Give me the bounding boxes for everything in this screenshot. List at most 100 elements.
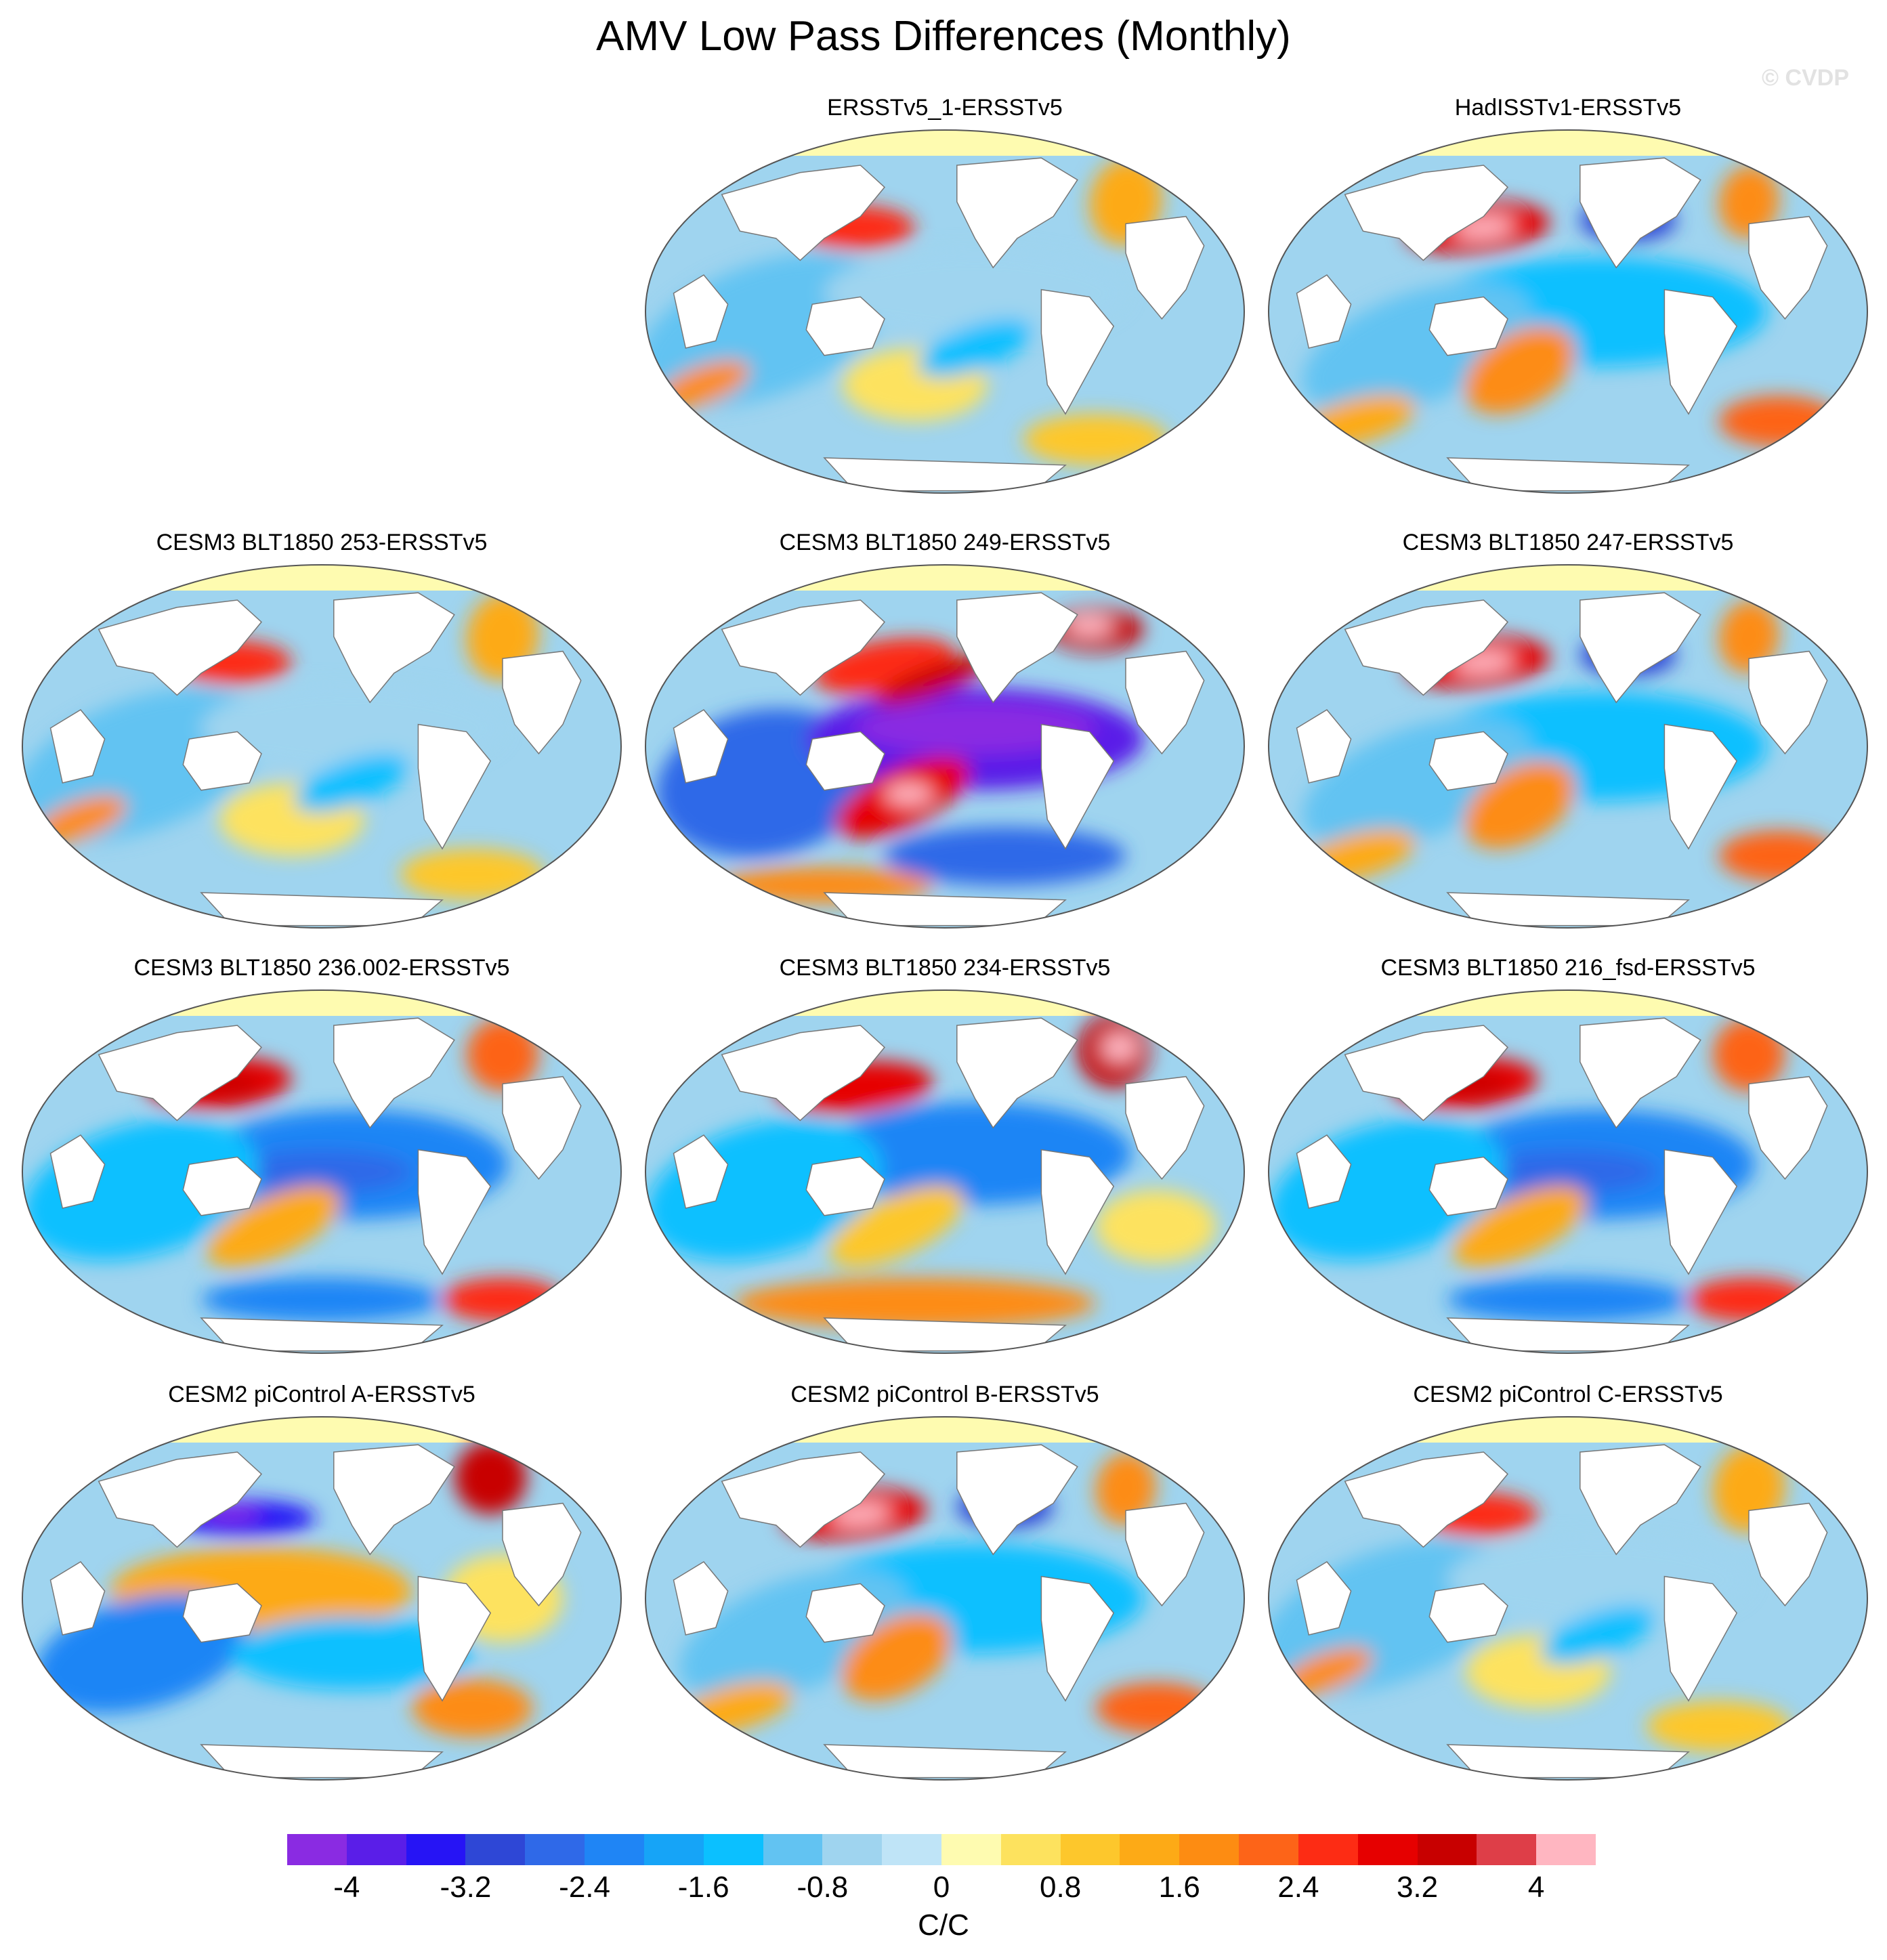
arctic-band [645,1417,1244,1443]
colorbar-swatch [822,1834,883,1865]
arctic-band [22,565,621,591]
map-panel: CESM2 piControl B-ERSSTv5 [637,1382,1253,1781]
land-mass [1663,723,1738,850]
panel-title: CESM2 piControl A-ERSSTv5 [168,1382,475,1407]
anomaly-region [734,1277,1096,1329]
land-mass [1344,599,1509,696]
land-mass [673,709,729,784]
land-mass [1579,592,1701,704]
robinson-map [1268,989,1868,1354]
anomaly-region [442,1277,563,1322]
arctic-band [645,990,1244,1016]
colorbar-swatch [1536,1834,1596,1865]
land-mass [1344,1025,1509,1122]
land-mass [1296,274,1352,349]
land-mass [333,1444,455,1556]
panel-title: HadISSTv1-ERSSTv5 [1454,95,1682,121]
land-mass [417,1575,492,1702]
arctic-band [1269,1417,1867,1443]
land-mass [49,709,106,784]
land-mass [673,274,729,349]
panel-title: CESM3 BLT1850 253-ERSSTv5 [156,530,488,555]
colorbar-swatch [1120,1834,1180,1865]
panel-title: CESM3 BLT1850 249-ERSSTv5 [779,530,1111,555]
land-mass [1428,296,1508,356]
anomaly-region [295,753,409,813]
map-border [22,1416,622,1781]
land-mass [1296,1561,1352,1636]
map-panel: CESM3 BLT1850 249-ERSSTv5 [637,530,1253,929]
land-mass [956,157,1078,269]
land-mass [502,1075,582,1180]
robinson-map [22,989,622,1354]
colorbar-tick-label: 2.4 [1277,1871,1319,1904]
panel-title: ERSSTv5_1-ERSSTv5 [827,95,1063,121]
colorbar-tick-label: 4 [1527,1871,1545,1904]
colorbar-swatch [525,1834,585,1865]
arctic-band [645,130,1244,156]
land-mass [1579,1017,1701,1129]
land-mass [1748,650,1828,754]
land-mass [502,1502,582,1606]
arctic-band [1269,565,1867,591]
colorbar-tick-label: -3.2 [440,1871,492,1904]
land-mass [1663,1575,1738,1702]
panel-title: CESM2 piControl B-ERSSTv5 [790,1382,1099,1407]
anomaly-region [1453,1186,1587,1267]
colorbar-swatch [1477,1834,1537,1865]
robinson-map [645,1416,1245,1781]
land-mass [1748,215,1828,320]
colorbar-swatch [585,1834,645,1865]
colorbar-swatch [287,1834,347,1865]
map-border [22,564,622,929]
land-mass [1579,1444,1701,1556]
robinson-map [22,564,622,929]
map-border [1268,1416,1868,1781]
map-border [645,1416,1245,1781]
figure-title: AMV Low Pass Differences (Monthly) [596,13,1291,60]
land-mass [1579,157,1701,269]
colorbar-tick-label: 0.8 [1040,1871,1082,1904]
colorbar-swatch [763,1834,823,1865]
land-mass [1125,1502,1205,1606]
map-border [645,129,1245,494]
land-mass [1748,1075,1828,1180]
anomaly-region [1023,414,1168,465]
land-mass [805,1156,885,1216]
land-mass [956,1017,1078,1129]
map-panel: CESM3 BLT1850 236.002-ERSSTv5 [14,955,630,1355]
land-mass [1663,289,1738,415]
land-mass [1344,165,1509,261]
map-border [1268,129,1868,494]
anomaly-region [885,783,933,805]
anomaly-region [1718,600,1779,673]
anomaly-region [400,849,545,900]
robinson-map [645,989,1245,1354]
colorbar-swatch [465,1834,526,1865]
robinson-map [22,1416,622,1781]
land-mass [1344,1451,1509,1548]
arctic-band [22,1417,621,1443]
land-mass [805,296,885,356]
arctic-band [645,565,1244,591]
robinson-map [1268,1416,1868,1781]
anomaly-region [830,1186,964,1267]
colorbar-tick-label: -4 [333,1871,360,1904]
anomaly-region [207,1186,341,1267]
land-mass [333,1017,455,1129]
colorbar-swatch [1000,1834,1061,1865]
anomaly-region [231,1617,473,1690]
colorbar-tick-label: -0.8 [797,1871,849,1904]
colorbar-swatch [703,1834,764,1865]
panel-title: CESM3 BLT1850 234-ERSSTv5 [779,955,1111,981]
colorbar-tick-label: 0 [933,1871,950,1904]
land-mass [502,650,582,754]
colorbar-units: C/C [918,1909,969,1942]
land-mass [417,723,492,850]
colorbar-swatch [406,1834,466,1865]
arctic-band [1269,130,1867,156]
land-mass [721,1025,886,1122]
robinson-map [1268,564,1868,929]
land-mass [1040,1575,1115,1702]
colorbar-tick-label: 1.6 [1158,1871,1200,1904]
